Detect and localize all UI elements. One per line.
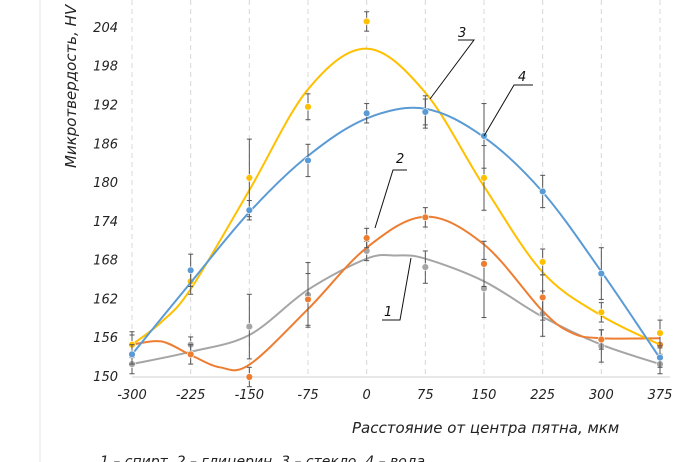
y-tick-label-6: 186 (93, 137, 118, 152)
series-4-point-3 (304, 156, 312, 165)
y-tick-label-7: 192 (93, 99, 118, 114)
series-2-point-1 (186, 350, 195, 359)
series-2-point-3 (304, 295, 312, 304)
series-4-point-0 (128, 350, 136, 359)
callout-1-label: 1 (384, 305, 392, 320)
y-tick-label-2: 162 (93, 292, 118, 307)
series-4-point-8 (597, 269, 606, 278)
y-tick-label-4: 174 (93, 215, 118, 230)
series-1-trendline (131, 253, 661, 366)
x-tick-label-8: 300 (589, 388, 614, 403)
series-3-point-3 (304, 103, 312, 111)
x-tick-label-0: -300 (117, 388, 147, 403)
series-1-point-5 (421, 263, 430, 271)
series-4-trendline (131, 106, 661, 359)
series-2-point-4 (362, 234, 371, 242)
callout-3-label: 3 (458, 26, 466, 41)
series-2 (128, 207, 664, 388)
x-tick-label-9: 375 (648, 388, 673, 403)
series-2-point-6 (480, 260, 488, 268)
series-4-point-4 (362, 109, 371, 117)
callout-4-label: 4 (518, 70, 526, 85)
series-3-point-4 (362, 17, 371, 26)
series-2-point-8 (597, 335, 606, 344)
series-2-point-2 (245, 373, 254, 381)
series-3-point-2 (245, 174, 254, 182)
series-2-point-5 (421, 213, 430, 222)
series-3-point-6 (480, 174, 488, 182)
x-tick-labels: -300 -225 -150 -75 0 75 150 225 300 375 (117, 388, 672, 403)
callout-1: 1 (382, 257, 412, 321)
series-1-point-2 (245, 322, 254, 331)
y-axis-label: Микротвердость, HV (62, 3, 80, 168)
series-3-trendline (131, 47, 661, 346)
x-tick-label-2: -150 (235, 388, 265, 403)
series-4-point-2 (245, 206, 254, 214)
y-tick-label-3: 168 (93, 254, 118, 269)
callout-3: 3 (429, 26, 475, 100)
series-3-point-8 (597, 308, 606, 317)
y-tick-label-9: 204 (93, 21, 118, 36)
x-tick-label-6: 150 (472, 388, 497, 403)
x-axis-label: Расстояние от центра пятна, мкм (352, 419, 619, 437)
y-tick-label-8: 198 (93, 60, 118, 75)
x-tick-label-7: 225 (530, 388, 555, 403)
x-tick-label-1: -225 (176, 388, 206, 403)
y-tick-label-1: 156 (93, 331, 118, 346)
series-4-point-5 (421, 108, 430, 116)
series-3-point-9 (656, 329, 664, 337)
series-4-point-1 (186, 266, 195, 275)
x-tick-label-5: 75 (417, 388, 434, 403)
series-4-point-7 (538, 187, 547, 196)
series-4-point-9 (656, 353, 664, 362)
x-tick-label-4: 0 (363, 388, 371, 403)
callout-2-label: 2 (396, 152, 404, 167)
series-group (128, 11, 664, 388)
y-tick-labels: 150 156 162 168 174 180 186 192 198 204 (93, 21, 118, 385)
series-3-point-7 (538, 258, 547, 266)
y-tick-label-5: 180 (93, 176, 118, 191)
callout-4: 4 (483, 70, 533, 137)
callout-2: 2 (374, 152, 407, 229)
legend-text: 1 – спирт, 2 – глицерин, 3 – стекло, 4 –… (100, 454, 425, 462)
series-4 (128, 95, 664, 368)
series-2-point-7 (538, 293, 547, 302)
x-tick-label-3: -75 (297, 388, 318, 403)
series-3 (128, 11, 664, 359)
y-tick-label-0: 150 (93, 370, 118, 385)
